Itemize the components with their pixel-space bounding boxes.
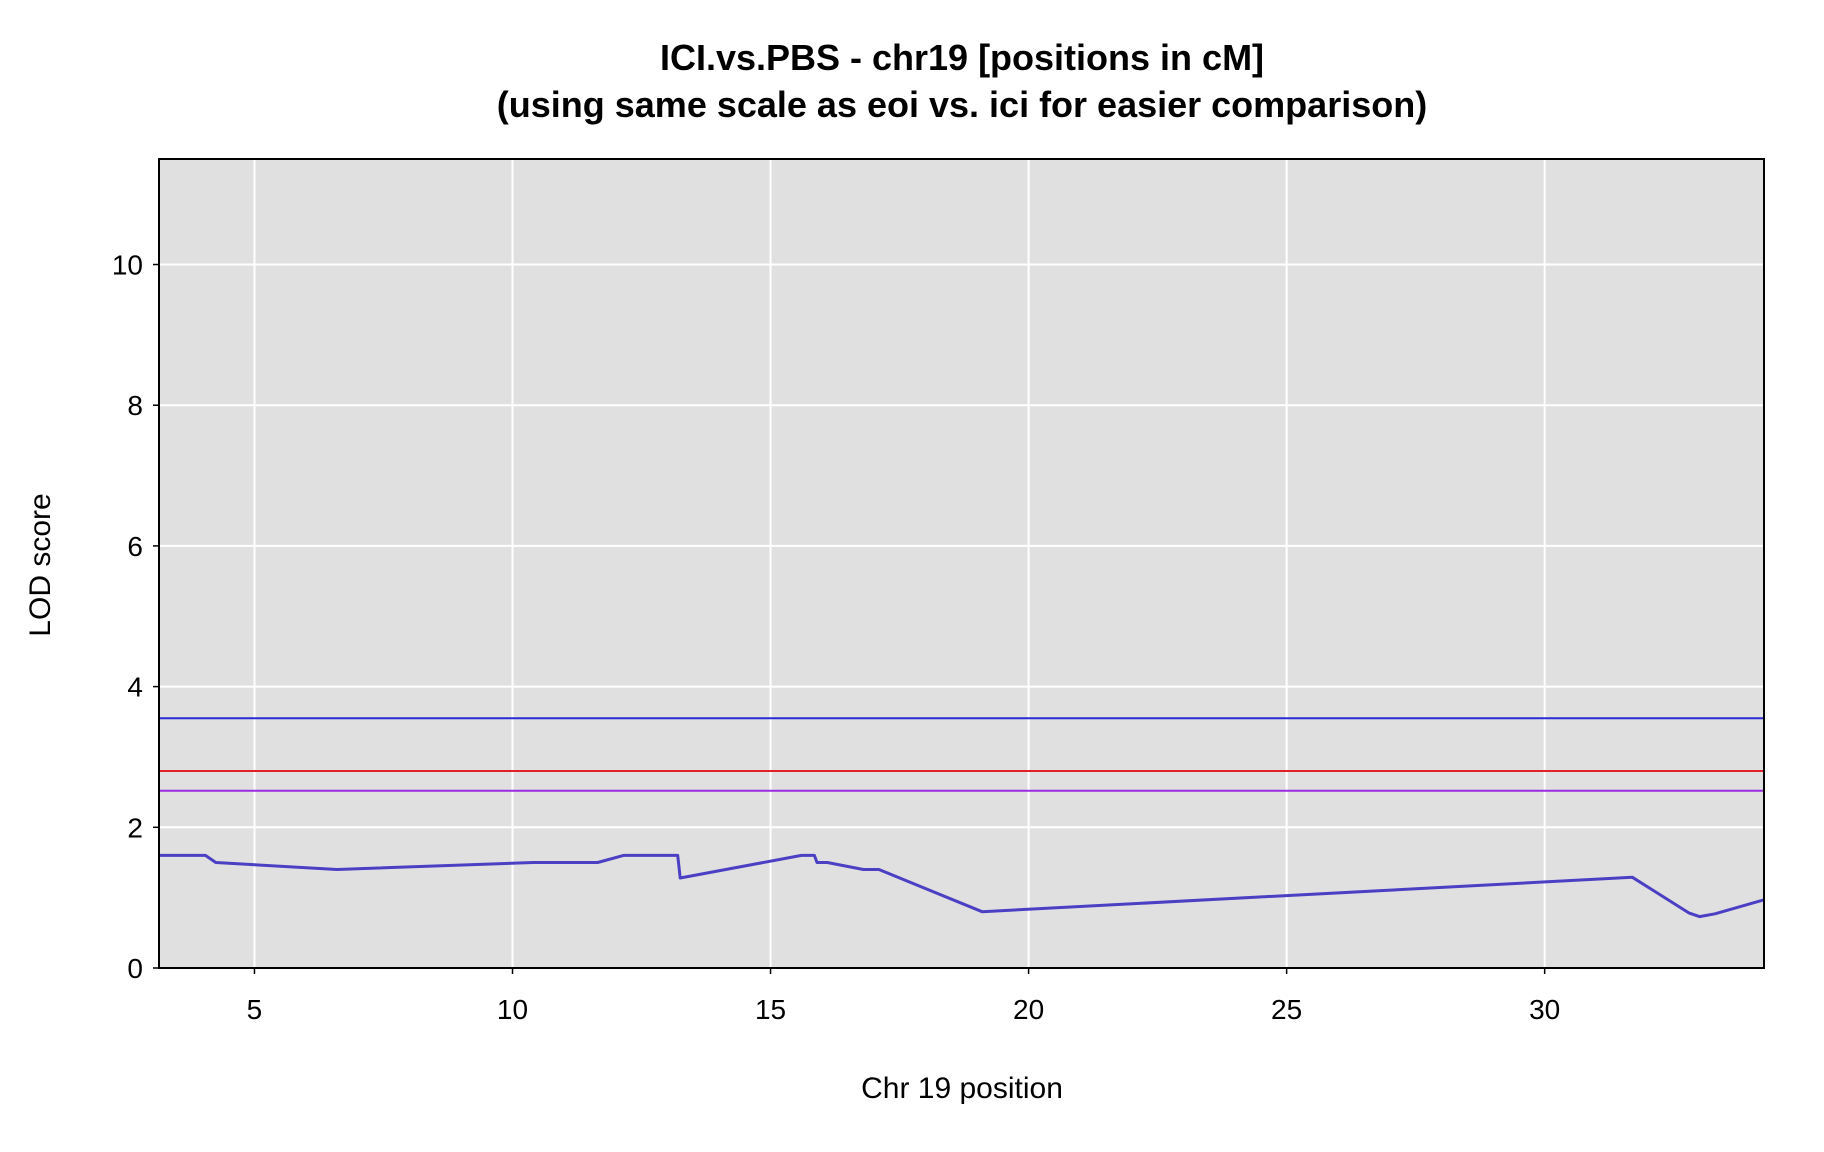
series-lines bbox=[159, 853, 1765, 919]
x-tick-label: 20 bbox=[1013, 994, 1044, 1025]
y-tick-label: 0 bbox=[127, 953, 143, 984]
y-tick-label: 4 bbox=[127, 672, 143, 703]
y-tick-label: 2 bbox=[127, 812, 143, 843]
x-ticks: 5 10 15 20 25 30 bbox=[247, 968, 1560, 1025]
x-tick-label: 5 bbox=[247, 994, 263, 1025]
y-axis-label: LOD score bbox=[24, 493, 57, 636]
y-ticks: 0 2 4 6 8 10 bbox=[112, 250, 159, 984]
plot-area bbox=[159, 159, 1764, 968]
y-tick-label: 6 bbox=[127, 531, 143, 562]
x-axis-label: Chr 19 position bbox=[861, 1072, 1063, 1105]
x-tick-label: 30 bbox=[1529, 994, 1560, 1025]
chart-subtitle: (using same scale as eoi vs. ici for eas… bbox=[497, 84, 1427, 125]
series-line bbox=[159, 853, 1765, 919]
x-tick-label: 10 bbox=[497, 994, 528, 1025]
x-tick-label: 25 bbox=[1271, 994, 1302, 1025]
chart-title: ICI.vs.PBS - chr19 [positions in cM] bbox=[660, 37, 1264, 78]
y-tick-label: 10 bbox=[112, 250, 143, 281]
threshold-lines bbox=[159, 717, 1764, 792]
y-tick-label: 8 bbox=[127, 390, 143, 421]
plot-frame bbox=[158, 158, 1765, 969]
x-tick-label: 15 bbox=[755, 994, 786, 1025]
